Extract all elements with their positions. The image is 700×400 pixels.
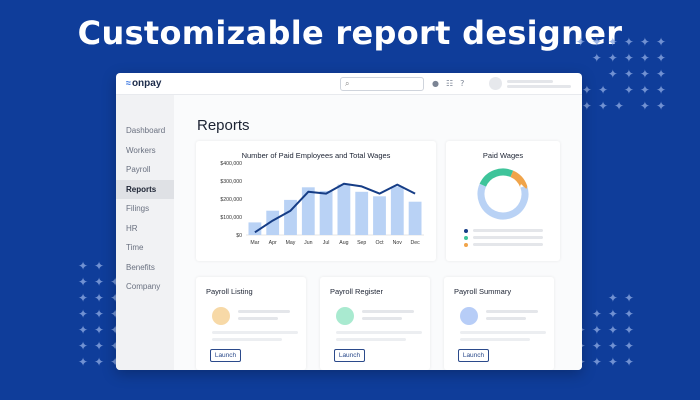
x-tick-label: Oct xyxy=(375,240,384,246)
paid-wages-title: Paid Wages xyxy=(482,151,524,160)
bar xyxy=(301,187,315,235)
report-card-title: Payroll Listing xyxy=(206,287,253,296)
x-tick-label: Nov xyxy=(393,240,403,246)
x-tick-label: May xyxy=(286,240,296,246)
y-tick-label: $300,000 xyxy=(220,179,242,185)
page-title: Reports xyxy=(197,117,250,134)
bar xyxy=(390,186,404,235)
y-tick-label: $0 xyxy=(236,233,242,239)
search-input[interactable]: ⌕ xyxy=(340,77,424,91)
launch-button[interactable]: Launch xyxy=(210,349,241,362)
report-card-title: Payroll Summary xyxy=(454,287,512,296)
onpay-logo[interactable]: ≈onpay xyxy=(126,78,161,89)
sidebar-item-workers[interactable]: Workers xyxy=(126,145,156,155)
legend-item xyxy=(464,234,543,241)
sidebar-item-time[interactable]: Time xyxy=(126,243,144,252)
launch-button[interactable]: Launch xyxy=(334,349,365,362)
placeholder-line xyxy=(460,331,546,334)
user-name-placeholder xyxy=(507,78,571,90)
bar xyxy=(248,222,262,235)
main-content: Reports Number of Paid Employees and Tot… xyxy=(174,95,582,370)
y-tick-label: $200,000 xyxy=(220,197,242,203)
sidebar: Dashboard Workers Payroll Reports Filing… xyxy=(116,95,174,370)
placeholder-lines xyxy=(362,310,414,324)
sidebar-item-company[interactable]: Company xyxy=(126,282,161,291)
report-card-title: Payroll Register xyxy=(330,287,383,296)
x-tick-label: Mar xyxy=(250,240,259,246)
bar xyxy=(337,184,351,235)
y-tick-label: $100,000 xyxy=(220,215,242,221)
legend-item xyxy=(464,227,543,234)
launch-button[interactable]: Launch xyxy=(458,349,489,362)
bell-icon[interactable]: ● xyxy=(432,79,439,88)
chart-title: Number of Paid Employees and Total Wages xyxy=(241,151,391,160)
bar xyxy=(355,191,369,235)
help-icon[interactable]: ? xyxy=(460,79,465,88)
report-icon xyxy=(212,307,230,325)
sidebar-item-hr[interactable]: HR xyxy=(126,223,138,233)
series-line xyxy=(254,182,416,234)
bar-line-chart: $400,000 $300,000 $200,000 $100,000 $0 Mar Apr… xyxy=(220,161,424,246)
sparkle-decoration: ✦✦ ✦✦✦ ✦✦✦✦ ✦✦✦✦ ✦✦✦✦ xyxy=(575,291,640,369)
bar xyxy=(408,201,422,235)
placeholder-line xyxy=(460,338,530,341)
legend-item xyxy=(464,241,543,248)
x-tick-label: Aug xyxy=(339,240,348,246)
x-tick-label: Dec xyxy=(410,240,420,246)
placeholder-line xyxy=(212,331,298,334)
donut-legend xyxy=(464,227,543,248)
wages-chart-card: Number of Paid Employees and Total Wages… xyxy=(196,141,436,261)
sidebar-item-dashboard[interactable]: Dashboard xyxy=(126,126,166,135)
y-tick-label: $400,000 xyxy=(220,161,242,167)
search-icon: ⌕ xyxy=(345,79,350,88)
top-bar: ≈onpay ⌕ ● ☷ ? ⌄ xyxy=(116,73,582,95)
sidebar-item-filings[interactable]: Filings xyxy=(126,204,150,213)
placeholder-line xyxy=(336,331,422,334)
x-tick-label: Apr xyxy=(269,240,277,246)
report-card-payroll-summary[interactable]: Payroll Summary Launch xyxy=(444,277,554,370)
bar xyxy=(373,196,386,235)
donut-slice xyxy=(477,168,529,220)
x-tick-label: Jun xyxy=(304,240,312,246)
sidebar-item-reports[interactable]: Reports xyxy=(116,179,174,199)
grid-icon[interactable]: ☷ xyxy=(445,79,454,88)
donut-slice xyxy=(477,168,529,220)
logo-text: onpay xyxy=(131,78,162,89)
placeholder-lines xyxy=(238,310,290,324)
app-window: ≈onpay ⌕ ● ☷ ? ⌄ Dashboard Workers Payro… xyxy=(116,73,582,370)
sidebar-item-payroll[interactable]: Payroll xyxy=(126,165,151,174)
top-icons: ● ☷ ? xyxy=(432,78,464,90)
report-card-payroll-listing[interactable]: Payroll Listing Launch xyxy=(196,277,306,370)
headline: Customizable report designer xyxy=(77,14,623,52)
avatar[interactable] xyxy=(489,77,502,90)
logo-mark-icon: ≈ xyxy=(126,78,131,88)
donut-chart xyxy=(477,168,529,220)
placeholder-line xyxy=(336,338,406,341)
user-menu[interactable]: ⌄ xyxy=(489,77,582,90)
report-card-payroll-register[interactable]: Payroll Register Launch xyxy=(320,277,430,370)
bar xyxy=(266,210,280,235)
x-tick-label: Sep xyxy=(357,240,366,246)
placeholder-line xyxy=(212,338,282,341)
report-icon xyxy=(336,307,354,325)
bar xyxy=(319,190,333,235)
report-icon xyxy=(460,307,478,325)
paid-wages-card: Paid Wages xyxy=(446,141,560,261)
x-tick-label: Jul xyxy=(323,240,330,246)
sidebar-item-benefits[interactable]: Benefits xyxy=(126,262,155,272)
placeholder-lines xyxy=(486,310,538,324)
